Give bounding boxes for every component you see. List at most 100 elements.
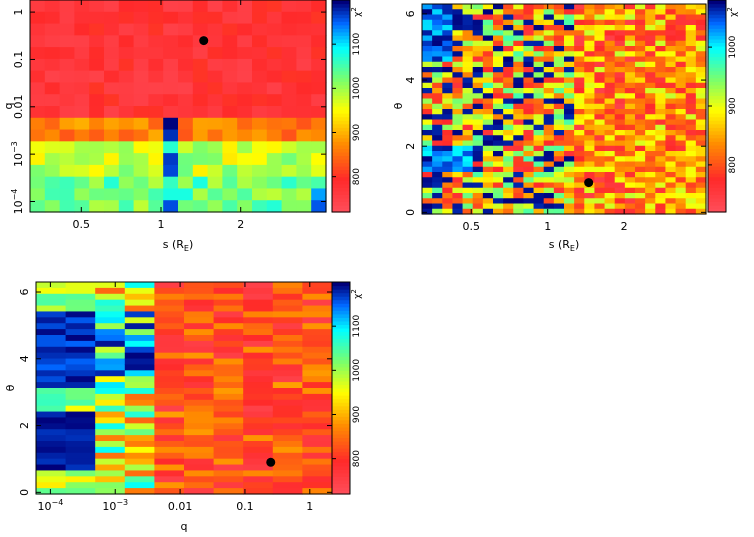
heatmap-cell — [695, 140, 707, 147]
heatmap-cell — [65, 370, 96, 377]
colorbar-step — [708, 166, 726, 171]
heatmap-cell — [655, 67, 667, 73]
colorbar-step — [332, 10, 350, 15]
heatmap-cell — [553, 4, 565, 10]
heatmap-cell — [422, 187, 433, 194]
heatmap-cell — [533, 156, 545, 163]
heatmap-cell — [133, 153, 149, 166]
heatmap-cell — [74, 11, 90, 25]
heatmap-cell — [624, 56, 636, 63]
heatmap-cell — [442, 156, 454, 163]
heatmap-cell — [553, 119, 565, 126]
heatmap-cell — [148, 11, 164, 25]
heatmap-cell — [685, 119, 697, 126]
heatmap-cell — [243, 405, 274, 413]
heatmap-cell — [266, 58, 283, 72]
heatmap-cell — [452, 156, 464, 163]
heatmap-cell — [163, 106, 179, 119]
heatmap-cell — [472, 93, 484, 100]
heatmap-cell — [36, 417, 67, 424]
heatmap-cell — [482, 4, 494, 10]
heatmap-cell — [163, 82, 179, 95]
colorbar-step — [332, 17, 350, 22]
heatmap-cell — [614, 151, 626, 157]
heatmap-cell — [493, 25, 504, 31]
heatmap-cell — [311, 0, 327, 13]
heatmap-cell — [213, 488, 244, 495]
heatmap-cell — [207, 82, 223, 95]
heatmap-cell — [207, 106, 223, 119]
heatmap-cell — [44, 176, 61, 190]
heatmap-cell — [675, 9, 687, 16]
heatmap-cell — [533, 208, 545, 215]
heatmap-cell — [553, 130, 565, 136]
heatmap-cell — [574, 114, 585, 121]
colorbar-step — [332, 430, 350, 435]
heatmap-cell — [685, 14, 697, 21]
heatmap-cell — [624, 109, 636, 115]
heatmap-cell — [645, 88, 656, 94]
heatmap-cell — [645, 172, 656, 178]
heatmap-cell — [493, 103, 504, 110]
heatmap-cell — [36, 370, 67, 377]
colorbar-step — [708, 151, 726, 157]
heatmap-cell — [272, 411, 303, 419]
heatmap-cell — [422, 40, 433, 47]
heatmap-cell — [36, 482, 67, 489]
heatmap-cell — [695, 25, 707, 31]
heatmap-cell — [503, 203, 514, 210]
heatmap-cell — [503, 61, 514, 68]
heatmap-cell — [614, 9, 626, 16]
heatmap-cell — [178, 0, 194, 13]
heatmap-cell — [523, 88, 535, 94]
heatmap-cell — [523, 4, 535, 10]
heatmap-cell — [462, 40, 474, 47]
colorbar-step — [332, 208, 350, 213]
heatmap-cell — [184, 293, 215, 301]
heatmap-cell — [695, 114, 707, 121]
heatmap-cell — [685, 114, 697, 121]
heatmap-cell — [296, 58, 312, 72]
heatmap-cell — [422, 103, 433, 110]
heatmap-cell — [59, 23, 75, 36]
heatmap-cell — [584, 56, 596, 63]
heatmap-cell — [594, 72, 606, 79]
heatmap-cell — [432, 46, 443, 52]
heatmap-cell — [513, 103, 525, 110]
colorbar-step — [332, 373, 350, 378]
heatmap-cell — [95, 340, 126, 348]
colorbar-step — [332, 313, 350, 318]
heatmap-cell — [655, 40, 667, 47]
heatmap-cell — [452, 187, 464, 194]
heatmap-cell — [243, 323, 274, 330]
heatmap-cell — [36, 346, 67, 354]
heatmap-cell — [452, 19, 464, 26]
heatmap-cell — [30, 176, 46, 190]
heatmap-cell — [472, 208, 484, 215]
heatmap-cell — [675, 166, 687, 173]
heatmap-cell — [543, 208, 555, 215]
heatmap-cell — [192, 141, 209, 154]
heatmap-cell — [523, 161, 535, 168]
heatmap-cell — [665, 198, 677, 205]
heatmap-cell — [163, 47, 179, 60]
heatmap-cell — [213, 335, 244, 342]
heatmap-cell — [65, 393, 96, 401]
heatmap-cell — [604, 161, 616, 168]
heatmap-cell — [302, 393, 333, 401]
heatmap-cell — [442, 56, 454, 63]
heatmap-cell — [472, 4, 484, 10]
heatmap-cell — [685, 98, 697, 105]
heatmap-cell — [584, 14, 596, 21]
heatmap-cell — [243, 470, 274, 477]
colorbar-step — [708, 204, 726, 210]
heatmap-cell — [266, 23, 283, 36]
heatmap-cell — [222, 117, 238, 131]
heatmap-cell — [243, 388, 274, 395]
heatmap-cell — [154, 476, 185, 483]
heatmap-cell — [118, 23, 135, 36]
heatmap-cell — [163, 129, 179, 142]
colorbar-step — [332, 285, 350, 290]
heatmap-cell — [266, 0, 283, 13]
heatmap-cell — [533, 67, 545, 73]
